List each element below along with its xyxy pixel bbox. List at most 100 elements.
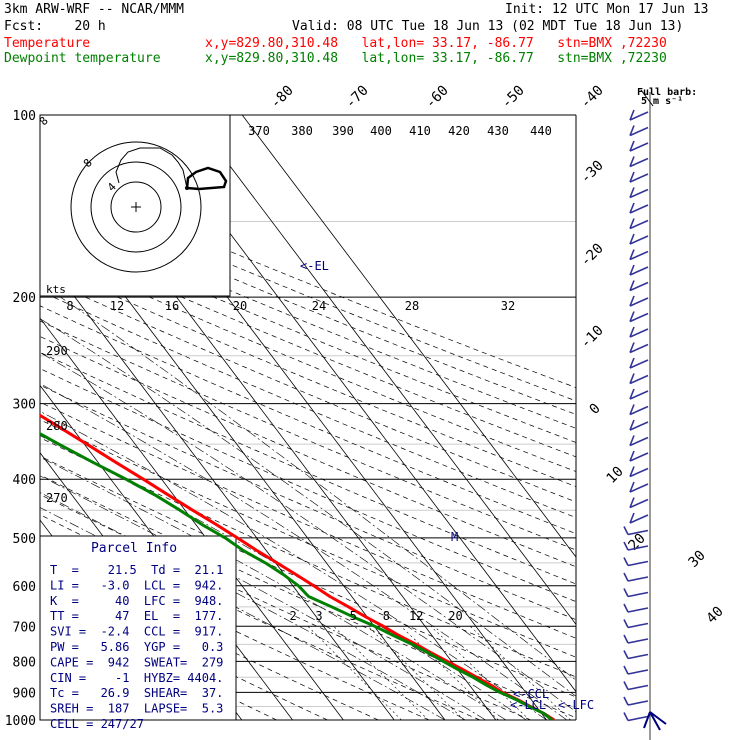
wind-barb xyxy=(627,545,649,551)
wind-barb-flag xyxy=(629,497,635,508)
surface-wind-barb xyxy=(643,711,667,731)
temperature-label: 10 xyxy=(604,464,627,487)
wind-barb xyxy=(627,653,649,660)
wind-barb-flag xyxy=(629,435,635,446)
dry-adiabat-label: 280 xyxy=(46,419,68,433)
pressure-label: 800 xyxy=(13,655,36,670)
wind-barb-flag xyxy=(629,109,635,121)
temperature-line xyxy=(40,413,556,720)
wind-barb-flag xyxy=(629,264,635,276)
parcel-row: TT = 47 EL = 177. xyxy=(50,609,223,623)
isotherm xyxy=(40,250,395,720)
parcel-box-bg xyxy=(39,535,237,721)
wind-barb-flag xyxy=(623,541,629,551)
wind-barb xyxy=(627,529,649,536)
barb-key-line1: Full barb: xyxy=(637,87,697,98)
legend-dewpoint: Dewpoint temperature xyxy=(4,51,161,66)
parcel-row: SVI = -2.4 CCL = 917. xyxy=(50,625,223,639)
wind-barb xyxy=(629,514,649,524)
wind-barb xyxy=(629,157,649,168)
mixing-ratio-line xyxy=(367,626,465,720)
pressure-label: 1000 xyxy=(5,714,36,729)
hodograph-start-dot xyxy=(185,186,189,190)
mixing-ratio-line xyxy=(400,626,499,720)
hodograph-speed-label: 16 xyxy=(165,299,179,313)
mixing-ratio-label: 8 xyxy=(383,609,390,623)
temperature-label: 0 xyxy=(587,401,604,418)
hodograph-speed-label: 20 xyxy=(233,299,247,313)
wind-barb xyxy=(629,390,649,400)
hodograph-ring xyxy=(90,161,182,253)
wind-barb xyxy=(629,266,649,276)
wind-barb xyxy=(629,142,649,152)
wind-barb-flag xyxy=(629,280,635,291)
temperature-label: 30 xyxy=(686,548,709,571)
wind-barb xyxy=(627,684,649,691)
temperature-label: -20 xyxy=(578,241,607,270)
temperature-label: -70 xyxy=(343,83,372,112)
pressure-label: 100 xyxy=(13,109,36,124)
wind-barb xyxy=(629,235,649,245)
wind-barb-flag xyxy=(629,171,635,183)
wind-barb xyxy=(627,638,649,644)
sounding-series xyxy=(40,413,556,720)
init-time: Init: 12 UTC Mon 17 Jun 13 xyxy=(505,2,709,17)
wind-barb xyxy=(629,436,649,447)
mean-marker: M xyxy=(451,530,458,544)
isotherm xyxy=(40,317,344,720)
model-title: 3km ARW-WRF -- NCAR/MMM xyxy=(4,2,185,17)
mixing-ratio-line xyxy=(307,626,402,720)
wind-barb xyxy=(627,622,649,629)
pressure-label: 300 xyxy=(13,398,36,413)
wind-barb xyxy=(629,483,649,493)
dry-adiabat xyxy=(40,578,328,720)
wind-barb xyxy=(629,312,649,323)
wind-barb xyxy=(627,700,649,706)
mixing-ratio-label: 12 xyxy=(409,609,423,623)
barb-key-sample xyxy=(640,89,654,107)
wind-barb xyxy=(629,374,649,385)
dry-adiabat xyxy=(40,437,576,678)
wind-barb xyxy=(627,607,649,613)
el-marker: <-EL xyxy=(300,259,329,273)
theta-label: 370 xyxy=(248,124,270,138)
dry-adiabat xyxy=(40,320,576,551)
wind-barb-flag xyxy=(629,388,635,400)
forecast-hour: Fcst: 20 h xyxy=(4,19,106,34)
wind-barb xyxy=(627,576,649,582)
dry-adiabat xyxy=(40,368,576,602)
wind-barb-flag xyxy=(629,202,635,214)
pressure-label: 700 xyxy=(13,620,36,635)
wind-barb-flag xyxy=(629,419,635,431)
wind-barb xyxy=(629,405,649,416)
wind-barb-flag xyxy=(629,249,635,260)
hodograph-speed-label: 8 xyxy=(66,299,73,313)
parcel-row: CIN = -1 HYBZ= 4404. xyxy=(50,671,223,685)
wind-barb xyxy=(629,359,649,369)
wind-barb xyxy=(629,204,649,214)
moist-adiabat xyxy=(40,435,527,720)
parcel-row: CELL = 247/27 xyxy=(50,717,144,731)
mixing-ratio-label: 2 xyxy=(290,609,297,623)
lfc-marker: <-LFC xyxy=(558,698,594,712)
wind-barb-flag xyxy=(623,588,629,597)
wind-barb xyxy=(627,560,649,567)
theta-label: 390 xyxy=(332,124,354,138)
dry-adiabat xyxy=(40,261,576,487)
wind-barb-flag xyxy=(629,233,635,245)
hodograph-trace-thin xyxy=(115,147,188,189)
wind-barb xyxy=(629,467,649,478)
dry-adiabat-label: 290 xyxy=(46,344,68,358)
wind-barb-flag xyxy=(629,218,635,229)
temperature-label: -10 xyxy=(578,323,607,352)
wind-barb-flag xyxy=(623,665,629,675)
wind-barb-flag xyxy=(623,712,629,721)
wind-barb xyxy=(629,498,649,509)
wind-barb xyxy=(627,715,649,722)
parcel-row: CAPE = 942 SWEAT= 279 xyxy=(50,655,223,669)
parcel-row: SREH = 187 LAPSE= 5.3 xyxy=(50,702,223,716)
wind-barb-flag xyxy=(629,373,635,384)
parcel-row: PW = 5.86 YGP = 0.3 xyxy=(50,640,223,654)
wind-barb xyxy=(629,452,649,462)
